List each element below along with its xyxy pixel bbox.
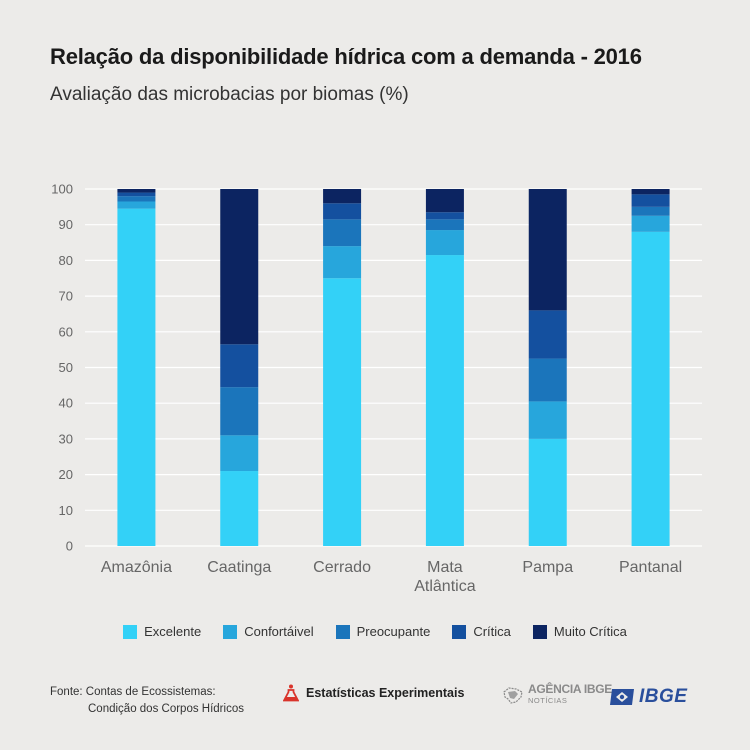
agencia-ibge-logo: AGÊNCIA IBGE NOTÍCIAS xyxy=(502,682,612,706)
bar-segment-confortáivel xyxy=(117,201,156,209)
bar-segment-crítica xyxy=(220,344,259,388)
x-tick-label: Pampa xyxy=(522,559,573,576)
estatisticas-experimentais-logo: Estatísticas Experimentais xyxy=(283,684,464,702)
y-tick-label: 0 xyxy=(66,539,73,554)
bar-segment-excelente xyxy=(323,278,362,546)
legend-item: Muito Crítica xyxy=(532,624,627,639)
chart-legend: Excelente Confortáivel Preocupante Crítica M… xyxy=(0,624,750,639)
legend-swatch xyxy=(335,624,350,639)
legend-label: Excelente xyxy=(144,624,202,639)
ibge-logo: IBGE xyxy=(608,686,687,708)
bar-segment-preocupante xyxy=(528,358,567,402)
ibge-label: IBGE xyxy=(639,686,688,707)
ibge-emblem-icon xyxy=(610,689,634,705)
y-tick-label: 50 xyxy=(59,360,73,375)
source-line-2: Condição dos Corpos Hídricos xyxy=(88,703,244,715)
y-tick-label: 10 xyxy=(59,503,73,518)
stacked-bar-chart: 0 10 20 30 40 50 60 70 80 90 100 Amazônia Caatinga Ce… xyxy=(51,182,702,595)
legend-item: Confortáivel xyxy=(223,624,314,639)
bar-segment-preocupante xyxy=(117,196,156,202)
agencia-sub-label: NOTÍCIAS xyxy=(528,696,568,705)
legend-label: Crítica xyxy=(473,624,511,639)
bar-segment-crítica xyxy=(117,192,156,197)
y-tick-label: 90 xyxy=(59,217,73,232)
y-tick-label: 30 xyxy=(59,431,73,446)
x-tick-label: Cerrado xyxy=(313,559,371,576)
bar-segment-muito-crítica xyxy=(425,189,464,213)
bar-segment-muito-crítica xyxy=(117,189,156,193)
bar-segment-excelente xyxy=(631,231,670,546)
bar-segment-crítica xyxy=(323,203,362,220)
bar-segment-crítica xyxy=(631,194,670,207)
y-tick-label: 40 xyxy=(59,396,73,411)
bar-segment-preocupante xyxy=(220,387,259,436)
x-tick-label: Pantanal xyxy=(619,559,682,576)
legend-item: Excelente xyxy=(123,624,201,639)
x-tick-label: Caatinga xyxy=(207,559,271,576)
y-tick-label: 70 xyxy=(59,289,73,304)
y-tick-label: 100 xyxy=(51,182,73,197)
bar-segment-excelente xyxy=(528,438,567,546)
legend-swatch xyxy=(532,624,547,639)
y-tick-label: 20 xyxy=(59,467,73,482)
chart-title: Relação da disponibilidade hídrica com a… xyxy=(50,44,642,69)
legend-label: Muito Crítica xyxy=(553,624,627,639)
legend-swatch xyxy=(123,624,138,639)
chart-subtitle: Avaliação das microbacias por biomas (%) xyxy=(50,84,409,105)
bar-segment-confortáivel xyxy=(220,435,259,472)
bar-segment-confortáivel xyxy=(425,230,464,256)
legend-swatch xyxy=(223,624,238,639)
bar-segment-excelente xyxy=(220,471,259,546)
bar-segment-muito-crítica xyxy=(528,189,567,311)
legend-label: Confortáivel xyxy=(244,624,314,639)
legend-item: Preocupante xyxy=(335,624,431,639)
x-tick-label: Mata Atlântica xyxy=(414,559,475,595)
bar-segment-muito-crítica xyxy=(631,189,670,195)
source-line-1: Fonte: Contas de Ecossistemas: xyxy=(50,686,216,698)
flask-icon xyxy=(283,684,299,702)
bar-segment-confortáivel xyxy=(528,401,567,439)
bar-segment-muito-crítica xyxy=(323,189,362,204)
bar-segment-preocupante xyxy=(323,219,362,247)
bar-segment-confortáivel xyxy=(631,215,670,232)
agencia-label: AGÊNCIA IBGE xyxy=(528,682,612,696)
legend-item: Crítica xyxy=(452,624,511,639)
bar-segment-crítica xyxy=(425,212,464,220)
bar-segment-preocupante xyxy=(425,219,464,231)
bar-segment-preocupante xyxy=(631,206,670,216)
source-note: Fonte: Contas de Ecossistemas: Condição … xyxy=(50,684,244,718)
brazil-map-icon xyxy=(503,687,523,704)
legend-swatch xyxy=(452,624,467,639)
x-tick-label: Amazônia xyxy=(101,559,172,576)
bar-segment-confortáivel xyxy=(323,246,362,279)
bar-segment-excelente xyxy=(117,208,156,546)
ee-label: Estatísticas Experimentais xyxy=(306,686,465,700)
bar-segment-muito-crítica xyxy=(220,189,259,345)
legend-label: Preocupante xyxy=(356,624,431,639)
y-tick-label: 60 xyxy=(59,324,73,339)
y-tick-label: 80 xyxy=(59,253,73,268)
bar-segment-crítica xyxy=(528,310,567,359)
bar-segment-excelente xyxy=(425,255,464,547)
